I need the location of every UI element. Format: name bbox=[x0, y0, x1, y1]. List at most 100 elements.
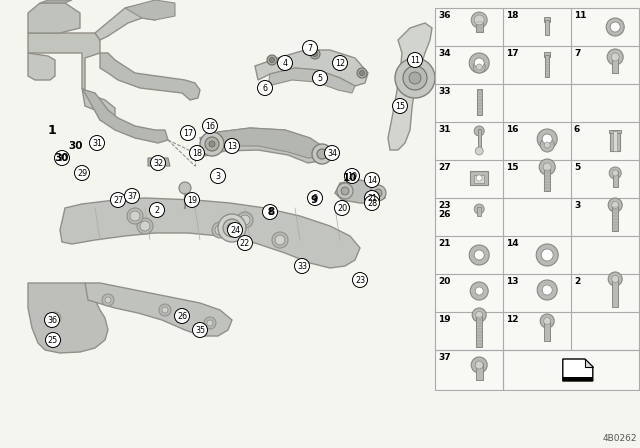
Text: 26: 26 bbox=[177, 311, 187, 320]
Bar bbox=[544, 165, 550, 191]
Text: 11: 11 bbox=[410, 56, 420, 65]
Text: 12: 12 bbox=[335, 59, 345, 68]
Circle shape bbox=[240, 215, 250, 225]
Text: 30: 30 bbox=[68, 141, 83, 151]
Circle shape bbox=[536, 244, 558, 266]
Text: 10: 10 bbox=[343, 173, 357, 183]
Text: 15: 15 bbox=[506, 163, 518, 172]
Text: 5: 5 bbox=[574, 163, 580, 172]
Text: 4B0262: 4B0262 bbox=[602, 434, 637, 443]
Text: 3: 3 bbox=[574, 201, 580, 210]
Bar bbox=[545, 55, 549, 77]
Circle shape bbox=[365, 172, 380, 188]
Circle shape bbox=[130, 211, 140, 221]
Circle shape bbox=[127, 208, 143, 224]
Bar bbox=[503, 350, 639, 390]
Text: 30: 30 bbox=[55, 153, 69, 163]
Text: 7: 7 bbox=[574, 49, 580, 58]
Circle shape bbox=[257, 81, 273, 95]
Text: 22: 22 bbox=[240, 238, 250, 247]
Text: 29: 29 bbox=[77, 168, 87, 177]
Text: 36: 36 bbox=[47, 315, 57, 324]
Circle shape bbox=[218, 214, 246, 242]
Text: 17: 17 bbox=[506, 49, 518, 58]
Text: 26: 26 bbox=[438, 210, 451, 219]
Circle shape bbox=[403, 66, 427, 90]
Text: 31: 31 bbox=[92, 138, 102, 147]
Circle shape bbox=[540, 314, 554, 328]
Text: 34: 34 bbox=[327, 148, 337, 158]
Polygon shape bbox=[95, 3, 160, 40]
Circle shape bbox=[90, 135, 104, 151]
Text: 8: 8 bbox=[268, 207, 273, 216]
Circle shape bbox=[193, 323, 207, 337]
Bar bbox=[563, 377, 593, 381]
Circle shape bbox=[537, 129, 557, 149]
Polygon shape bbox=[585, 359, 593, 367]
Text: 21: 21 bbox=[438, 239, 451, 248]
Circle shape bbox=[162, 307, 168, 313]
Circle shape bbox=[140, 221, 150, 231]
Circle shape bbox=[303, 40, 317, 56]
Circle shape bbox=[204, 317, 216, 329]
Circle shape bbox=[337, 60, 342, 65]
Circle shape bbox=[102, 294, 114, 306]
Text: 14: 14 bbox=[506, 239, 518, 248]
Polygon shape bbox=[563, 359, 593, 381]
Circle shape bbox=[608, 198, 622, 212]
Text: 23: 23 bbox=[355, 276, 365, 284]
Circle shape bbox=[542, 134, 552, 144]
Polygon shape bbox=[200, 128, 328, 163]
Circle shape bbox=[184, 193, 200, 207]
Polygon shape bbox=[40, 0, 72, 3]
Circle shape bbox=[365, 195, 380, 211]
Circle shape bbox=[612, 202, 619, 208]
Bar bbox=[476, 313, 482, 347]
Text: 16: 16 bbox=[205, 121, 215, 130]
Circle shape bbox=[472, 308, 486, 322]
Text: 7: 7 bbox=[307, 43, 312, 52]
Polygon shape bbox=[28, 33, 115, 123]
Bar bbox=[610, 131, 620, 151]
Text: 21: 21 bbox=[367, 194, 377, 202]
Text: 33: 33 bbox=[438, 87, 451, 96]
Bar bbox=[435, 8, 639, 392]
Text: 37: 37 bbox=[438, 353, 451, 362]
Circle shape bbox=[475, 147, 483, 155]
Circle shape bbox=[105, 297, 111, 303]
Text: 18: 18 bbox=[506, 11, 518, 20]
Text: 9: 9 bbox=[312, 194, 317, 202]
Text: 27: 27 bbox=[113, 195, 123, 204]
Circle shape bbox=[137, 218, 153, 234]
Text: 36: 36 bbox=[438, 11, 451, 20]
Polygon shape bbox=[28, 53, 55, 80]
Text: 11: 11 bbox=[574, 11, 586, 20]
Bar bbox=[612, 203, 618, 231]
Circle shape bbox=[609, 167, 621, 179]
Bar bbox=[435, 350, 503, 390]
Circle shape bbox=[475, 361, 483, 369]
Circle shape bbox=[272, 232, 288, 248]
Circle shape bbox=[207, 320, 213, 326]
Bar bbox=[435, 8, 639, 350]
Circle shape bbox=[180, 125, 195, 141]
Polygon shape bbox=[85, 283, 232, 336]
Circle shape bbox=[223, 219, 241, 237]
Circle shape bbox=[537, 280, 557, 300]
Circle shape bbox=[612, 170, 618, 176]
Circle shape bbox=[474, 126, 484, 136]
Circle shape bbox=[353, 272, 367, 288]
Polygon shape bbox=[28, 3, 80, 33]
Bar bbox=[545, 20, 549, 35]
Circle shape bbox=[45, 313, 60, 327]
Circle shape bbox=[471, 357, 487, 373]
Circle shape bbox=[392, 99, 408, 113]
Circle shape bbox=[541, 249, 553, 261]
Circle shape bbox=[211, 168, 225, 184]
Text: 6: 6 bbox=[574, 125, 580, 134]
Circle shape bbox=[543, 163, 551, 171]
Circle shape bbox=[278, 56, 292, 70]
Polygon shape bbox=[388, 23, 432, 150]
Bar bbox=[612, 171, 618, 187]
Bar bbox=[474, 175, 484, 183]
